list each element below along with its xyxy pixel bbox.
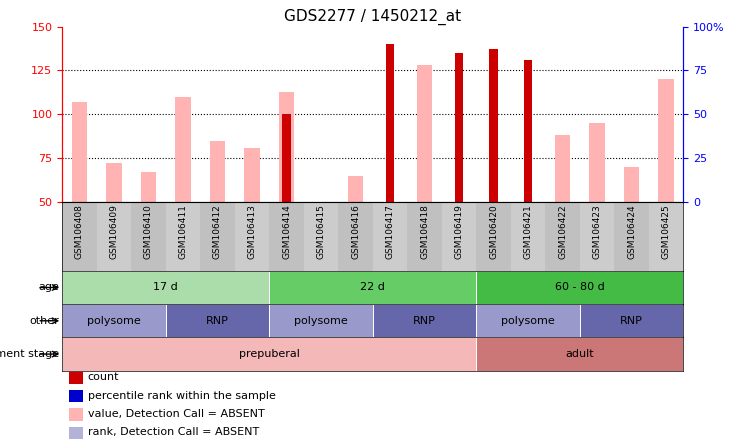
Bar: [96, 202, 131, 271]
Bar: [269, 271, 477, 304]
Bar: [269, 202, 304, 271]
Text: prepuberal: prepuberal: [239, 349, 300, 359]
Text: GSM106409: GSM106409: [110, 204, 118, 259]
Text: GSM106408: GSM106408: [75, 204, 84, 259]
Bar: [106, 163, 121, 202]
Bar: [589, 123, 605, 202]
Bar: [279, 91, 295, 202]
Bar: [269, 304, 373, 337]
Text: GSM106424: GSM106424: [627, 204, 636, 259]
Text: percentile rank within the sample: percentile rank within the sample: [88, 391, 276, 401]
Text: RNP: RNP: [413, 316, 436, 326]
Bar: [407, 202, 442, 271]
Title: GDS2277 / 1450212_at: GDS2277 / 1450212_at: [284, 9, 461, 25]
Bar: [373, 202, 407, 271]
Bar: [649, 202, 683, 271]
Bar: [624, 167, 640, 202]
Text: other: other: [29, 316, 59, 326]
Text: polysome: polysome: [501, 316, 555, 326]
Text: development stage: development stage: [0, 349, 59, 359]
Bar: [338, 202, 373, 271]
Text: GSM106423: GSM106423: [593, 204, 602, 259]
Bar: [477, 202, 511, 271]
Bar: [175, 97, 191, 202]
Bar: [72, 102, 87, 202]
Text: adult: adult: [566, 349, 594, 359]
Text: 17 d: 17 d: [154, 282, 178, 293]
Text: age: age: [38, 282, 59, 293]
Bar: [417, 65, 432, 202]
Text: GSM106421: GSM106421: [523, 204, 533, 259]
Bar: [659, 79, 674, 202]
Bar: [555, 135, 570, 202]
Bar: [545, 202, 580, 271]
Text: GSM106415: GSM106415: [317, 204, 325, 259]
Bar: [348, 176, 363, 202]
Bar: [62, 304, 166, 337]
Text: GSM106420: GSM106420: [489, 204, 498, 259]
Text: RNP: RNP: [206, 316, 229, 326]
Text: GSM106422: GSM106422: [558, 204, 567, 259]
Text: rank, Detection Call = ABSENT: rank, Detection Call = ABSENT: [88, 427, 259, 437]
Bar: [131, 202, 166, 271]
Bar: [200, 202, 235, 271]
Text: polysome: polysome: [87, 316, 141, 326]
Text: GSM106425: GSM106425: [662, 204, 671, 259]
Bar: [442, 202, 477, 271]
Text: GSM106418: GSM106418: [420, 204, 429, 259]
Text: RNP: RNP: [621, 316, 643, 326]
Text: count: count: [88, 373, 119, 382]
Bar: [235, 202, 269, 271]
Bar: [615, 202, 649, 271]
Bar: [524, 60, 532, 202]
Bar: [244, 148, 260, 202]
Text: GSM106411: GSM106411: [178, 204, 187, 259]
Bar: [166, 202, 200, 271]
Bar: [62, 337, 477, 371]
Bar: [166, 304, 269, 337]
Text: value, Detection Call = ABSENT: value, Detection Call = ABSENT: [88, 409, 265, 419]
Text: GSM106413: GSM106413: [248, 204, 257, 259]
Bar: [477, 304, 580, 337]
Bar: [282, 114, 291, 202]
Bar: [62, 202, 96, 271]
Bar: [580, 304, 683, 337]
Bar: [140, 172, 156, 202]
Text: 22 d: 22 d: [360, 282, 385, 293]
Bar: [477, 337, 683, 371]
Text: polysome: polysome: [294, 316, 348, 326]
Text: GSM106410: GSM106410: [144, 204, 153, 259]
Bar: [455, 53, 463, 202]
Bar: [62, 271, 269, 304]
Bar: [373, 304, 477, 337]
Bar: [304, 202, 338, 271]
Text: GSM106417: GSM106417: [385, 204, 395, 259]
Bar: [580, 202, 615, 271]
Bar: [477, 271, 683, 304]
Bar: [489, 49, 498, 202]
Text: GSM106419: GSM106419: [455, 204, 463, 259]
Text: GSM106414: GSM106414: [282, 204, 291, 259]
Text: 60 - 80 d: 60 - 80 d: [555, 282, 605, 293]
Text: GSM106412: GSM106412: [213, 204, 222, 259]
Bar: [511, 202, 545, 271]
Bar: [386, 44, 394, 202]
Text: GSM106416: GSM106416: [351, 204, 360, 259]
Bar: [210, 141, 225, 202]
